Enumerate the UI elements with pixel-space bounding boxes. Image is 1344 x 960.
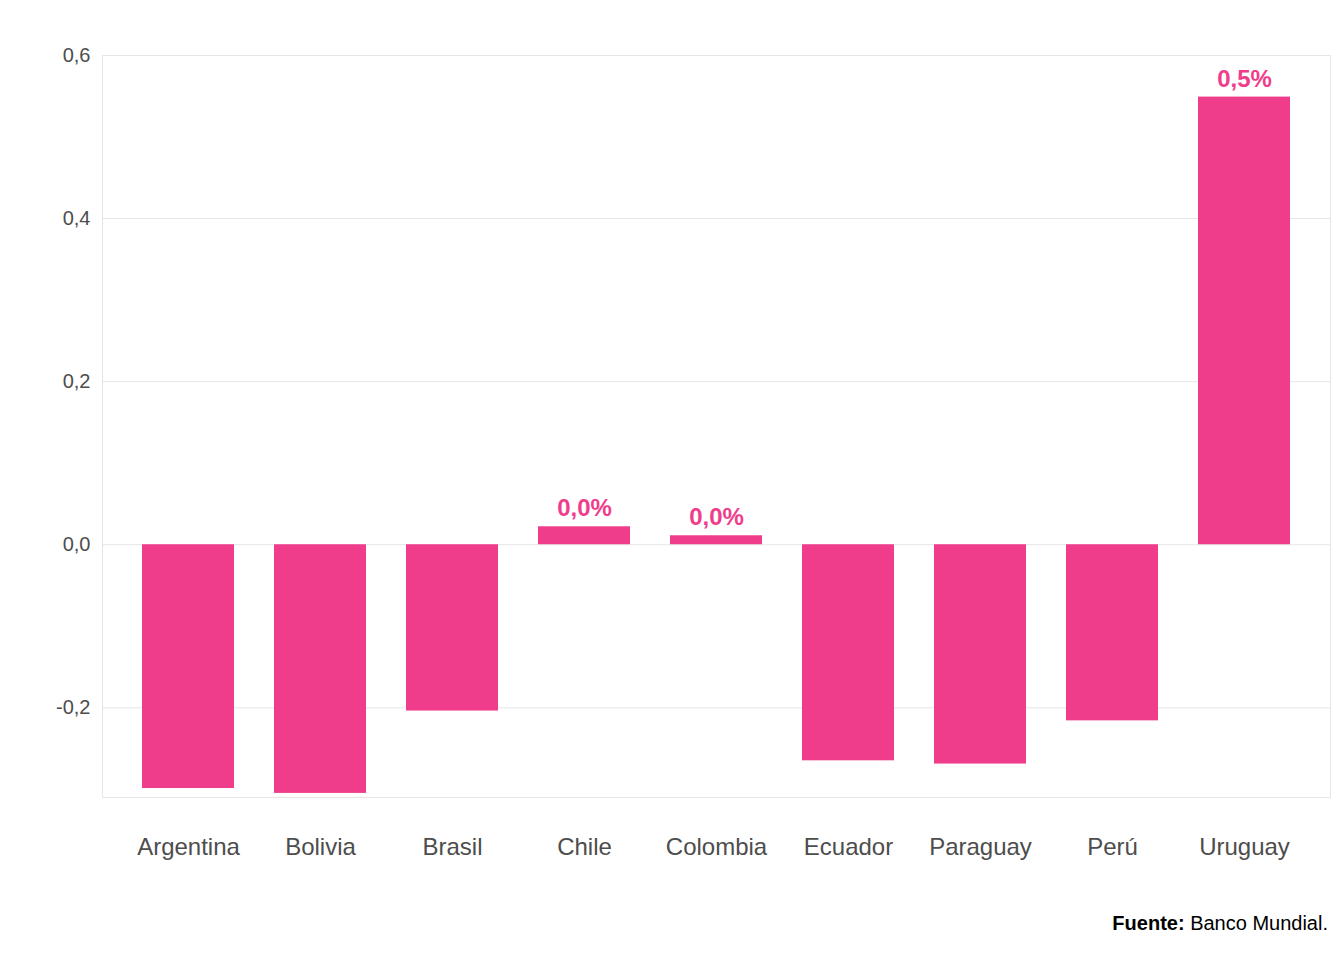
svg-text:0,0%: 0,0%: [689, 503, 744, 530]
svg-text:Perú: Perú: [1087, 833, 1138, 860]
svg-text:Uruguay: Uruguay: [1199, 833, 1290, 860]
svg-text:Bolivia: Bolivia: [285, 833, 356, 860]
svg-text:0,6: 0,6: [63, 44, 91, 66]
svg-text:0,2: 0,2: [63, 370, 91, 392]
svg-text:0,0%: 0,0%: [557, 494, 612, 521]
svg-text:0,5%: 0,5%: [1217, 65, 1272, 92]
svg-text:Ecuador: Ecuador: [804, 833, 893, 860]
svg-text:Argentina: Argentina: [137, 833, 240, 860]
svg-text:Colombia: Colombia: [666, 833, 768, 860]
svg-text:0,0: 0,0: [63, 533, 91, 555]
svg-text:-0,2: -0,2: [56, 696, 90, 718]
html-text:Fuente: Banco Mundial.: Fuente: Banco Mundial.: [1112, 912, 1328, 934]
svg-text:Paraguay: Paraguay: [929, 833, 1032, 860]
svg-text:0,4: 0,4: [63, 207, 91, 229]
svg-text:Chile: Chile: [557, 833, 612, 860]
svg-text:Brasil: Brasil: [422, 833, 482, 860]
